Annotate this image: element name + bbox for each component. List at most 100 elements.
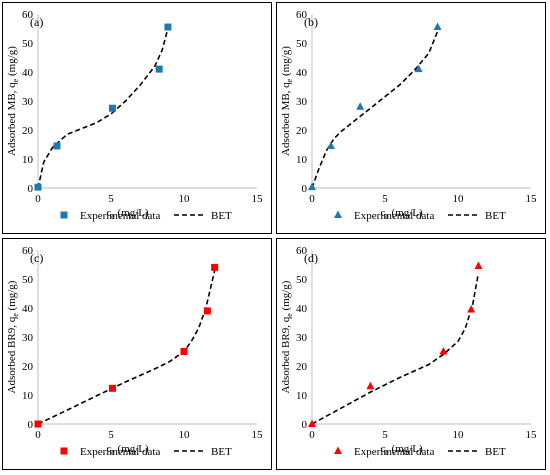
y-axis-label-main: Adsorbed MB, q — [6, 82, 18, 156]
experimental-data-point — [34, 420, 42, 428]
legend-label-bet: BET — [485, 446, 506, 458]
experimental-data-point — [474, 261, 483, 269]
y-tick-label: 20 — [22, 361, 34, 373]
bet-series-line — [311, 273, 480, 425]
y-tick-label: 40 — [22, 303, 34, 315]
y-tick-label: 0 — [302, 183, 308, 195]
x-tick-label: 10 — [179, 193, 191, 205]
x-axis-label-main: c — [106, 443, 111, 455]
y-tick-label: 40 — [22, 67, 34, 79]
x-axis-label: ce (mg/L) — [380, 207, 423, 221]
experimental-data-point — [326, 141, 335, 149]
y-axis-label-sub: e — [11, 78, 20, 82]
y-tick-label: 10 — [22, 390, 34, 402]
experimental-data-point — [356, 102, 365, 110]
x-tick-label: 0 — [35, 429, 41, 441]
y-tick-label: 10 — [296, 390, 308, 402]
x-tick-label: 10 — [453, 193, 465, 205]
y-tick-label: 60 — [22, 9, 34, 21]
x-tick-label: 0 — [35, 193, 41, 205]
experimental-data-point — [366, 381, 375, 390]
experimental-data-point — [308, 419, 316, 427]
y-tick-label: 0 — [28, 183, 34, 195]
experimental-data-point — [308, 182, 316, 191]
panel-border — [276, 2, 546, 234]
y-tick-label: 60 — [296, 9, 308, 21]
y-axis-label: Adsorbed MB, qe (mg/g) — [280, 46, 294, 156]
y-axis-label-unit: (mg/g) — [280, 46, 292, 79]
experimental-data-point — [414, 64, 423, 73]
legend-label-bet: BET — [211, 446, 232, 458]
experimental-data-point — [34, 183, 42, 191]
x-tick-label: 5 — [382, 193, 388, 205]
bet-series-line — [311, 31, 439, 189]
experimental-data-point — [164, 23, 172, 31]
x-tick-label: 10 — [179, 429, 191, 441]
bet-series-line — [37, 28, 169, 189]
panel-label: (a) — [30, 15, 43, 29]
y-axis-label: Adsorbed BR9, qe (mg/g) — [280, 280, 294, 393]
panel-label: (c) — [30, 251, 43, 265]
y-axis-label-main: Adsorbed MB, q — [280, 82, 292, 156]
bet-series-line — [37, 270, 216, 425]
y-axis-label-sub: e — [285, 78, 294, 82]
legend-label-experimental: Experimental data — [354, 210, 434, 222]
x-tick-label: 0 — [309, 429, 315, 441]
x-axis-label-sub: e — [111, 212, 115, 221]
experimental-data-point — [203, 307, 211, 315]
panel-label: (b) — [304, 15, 318, 29]
experimental-data-point — [211, 263, 219, 271]
y-tick-label: 50 — [296, 274, 308, 286]
panel-border — [2, 2, 272, 234]
legend-label-experimental: Experimental data — [354, 446, 434, 458]
legend-marker-experimental — [334, 210, 342, 218]
x-tick-label: 5 — [108, 193, 114, 205]
x-tick-label: 15 — [252, 429, 264, 441]
y-tick-label: 0 — [28, 419, 34, 431]
x-axis-label-unit: (mg/L) — [115, 207, 149, 219]
y-tick-label: 40 — [296, 67, 308, 79]
y-tick-label: 30 — [22, 332, 34, 344]
experimental-data-point — [108, 384, 116, 392]
x-tick-label: 5 — [108, 429, 114, 441]
x-axis-label-unit: (mg/L) — [115, 443, 149, 455]
panel-border — [2, 238, 272, 470]
chart-panel-d: 0 5 10 15 0 10 20 30 40 50 60 (d) Adsorbed BR9, qe (… — [276, 238, 546, 470]
experimental-data-point — [433, 22, 442, 31]
x-axis-label-main: c — [380, 443, 385, 455]
y-axis-label-unit: (mg/g) — [280, 280, 292, 313]
y-tick-label: 20 — [296, 125, 308, 137]
x-tick-label: 15 — [252, 193, 264, 205]
legend-label-experimental: Experimental data — [80, 210, 160, 222]
x-tick-label: 0 — [309, 193, 315, 205]
x-axis-label-unit: (mg/L) — [389, 207, 423, 219]
x-tick-label: 10 — [453, 429, 465, 441]
y-axis-label: Adsorbed MB, qe (mg/g) — [6, 46, 20, 156]
x-tick-label: 5 — [382, 429, 388, 441]
y-tick-label: 20 — [22, 125, 34, 137]
x-axis-label-main: c — [106, 207, 111, 219]
y-tick-label: 40 — [296, 303, 308, 315]
y-tick-label: 50 — [22, 274, 34, 286]
y-axis-label-main: Adsorbed BR9, q — [6, 316, 18, 393]
legend-label-bet: BET — [211, 210, 232, 222]
y-tick-label: 50 — [296, 38, 308, 50]
legend-label-bet: BET — [485, 210, 506, 222]
experimental-data-point — [108, 104, 116, 112]
chart-panel-a: 0 5 10 15 0 10 20 30 40 50 60 (a) Adsorbed MB, qe (m… — [2, 2, 272, 234]
x-tick-label: 15 — [526, 429, 538, 441]
experimental-data-point — [467, 304, 476, 313]
y-axis-label-main: Adsorbed BR9, q — [280, 316, 292, 393]
legend-marker-experimental — [334, 446, 342, 454]
legend-marker-experimental — [60, 211, 68, 219]
y-tick-label: 30 — [296, 96, 308, 108]
y-tick-label: 20 — [296, 361, 308, 373]
x-axis-label: ce (mg/L) — [106, 443, 149, 457]
y-tick-label: 10 — [296, 154, 308, 166]
experimental-data-point — [180, 348, 188, 355]
y-tick-label: 10 — [22, 154, 34, 166]
